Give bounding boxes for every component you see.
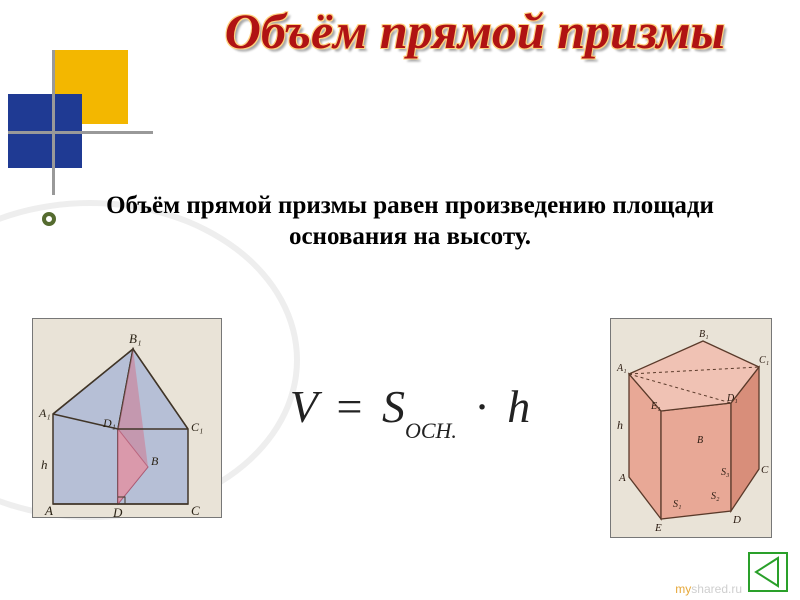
decor-h-line — [8, 131, 153, 134]
volume-formula: V = SOCH. · h — [250, 380, 570, 438]
formula-V: V — [290, 381, 317, 432]
svg-text:C: C — [191, 503, 200, 518]
svg-text:B: B — [697, 435, 703, 446]
formula-sub: OCH. — [405, 418, 457, 443]
svg-text:D: D — [112, 505, 123, 519]
watermark-my: my — [675, 582, 691, 596]
diagram-pentagonal-prism: A E D C B A₁ E₁ D₁ C₁ B₁ S₁ S₂ S₃ h — [610, 318, 772, 538]
svg-text:S₂: S₂ — [711, 491, 720, 502]
svg-text:S₁: S₁ — [673, 499, 681, 510]
svg-text:S₃: S₃ — [721, 467, 730, 478]
svg-text:D₁: D₁ — [102, 416, 116, 430]
back-arrow-icon — [748, 552, 788, 592]
svg-text:B₁: B₁ — [699, 329, 709, 340]
svg-text:C₁: C₁ — [759, 355, 769, 366]
svg-text:A: A — [618, 472, 626, 484]
svg-text:h: h — [41, 457, 48, 472]
theorem-text: Объём прямой призмы равен произведению п… — [90, 190, 730, 253]
formula-S: S — [382, 381, 405, 432]
formula-eq: = — [329, 381, 371, 432]
svg-text:h: h — [617, 418, 623, 432]
svg-text:D₁: D₁ — [726, 393, 738, 404]
svg-text:C: C — [761, 464, 769, 476]
svg-text:D: D — [732, 514, 741, 526]
corner-decoration — [8, 50, 153, 195]
back-button[interactable] — [748, 552, 788, 592]
svg-text:A₁: A₁ — [38, 406, 51, 420]
decor-v-line — [52, 50, 55, 195]
formula-h: h — [507, 381, 530, 432]
svg-text:B: B — [151, 454, 159, 468]
watermark-rest: shared.ru — [691, 582, 742, 596]
svg-text:E₁: E₁ — [650, 401, 661, 412]
svg-text:E: E — [654, 522, 662, 534]
svg-text:B₁: B₁ — [129, 331, 141, 346]
bullet-icon — [42, 212, 56, 226]
svg-text:C₁: C₁ — [191, 420, 203, 434]
svg-text:A: A — [44, 503, 53, 518]
svg-text:A₁: A₁ — [616, 363, 627, 374]
diagram-triangular-prism: A D C B A₁ D₁ C₁ B₁ h — [32, 318, 222, 518]
watermark: myshared.ru — [675, 582, 742, 596]
page-title: Объём прямой призмы — [150, 4, 800, 59]
formula-dot: · — [468, 381, 495, 432]
